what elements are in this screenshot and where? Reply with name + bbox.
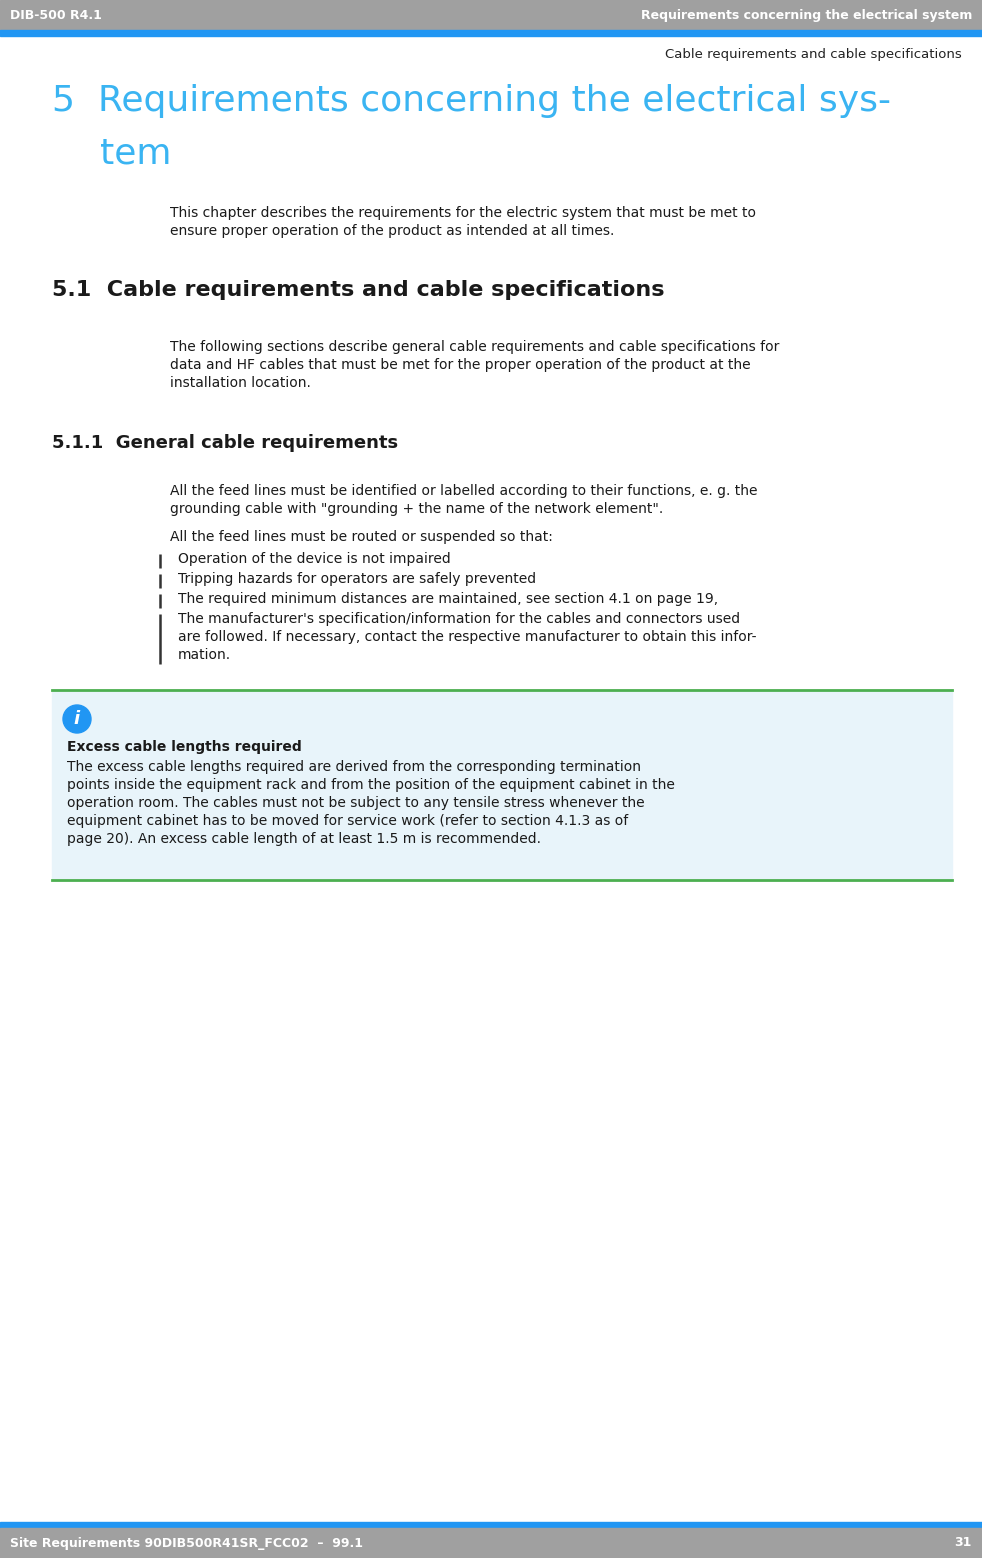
Bar (0, 1528, 982, 1558)
Text: installation location.: installation location. (170, 375, 311, 390)
Text: DIB-500 R4.1: DIB-500 R4.1 (10, 8, 102, 22)
Circle shape (63, 706, 91, 732)
Text: points inside the equipment rack and from the position of the equipment cabinet : points inside the equipment rack and fro… (67, 777, 675, 791)
Text: The required minimum distances are maintained, see section 4.1 on page 19,: The required minimum distances are maint… (178, 592, 718, 606)
Bar (0, 1522, 982, 1528)
Bar (0, 0, 982, 30)
Text: Excess cable lengths required: Excess cable lengths required (67, 740, 301, 754)
Text: data and HF cables that must be met for the proper operation of the product at t: data and HF cables that must be met for … (170, 358, 750, 372)
Text: i: i (74, 710, 81, 728)
Text: Cable requirements and cable specifications: Cable requirements and cable specificati… (665, 47, 962, 61)
Text: All the feed lines must be identified or labelled according to their functions, : All the feed lines must be identified or… (170, 485, 757, 499)
Text: Tripping hazards for operators are safely prevented: Tripping hazards for operators are safel… (178, 572, 536, 586)
Text: 5  Requirements concerning the electrical sys-: 5 Requirements concerning the electrical… (52, 84, 891, 118)
Text: The following sections describe general cable requirements and cable specificati: The following sections describe general … (170, 340, 780, 354)
Text: Site Requirements 90DIB500R41SR_FCC02  –  99.1: Site Requirements 90DIB500R41SR_FCC02 – … (10, 1536, 363, 1550)
Bar (0, 30, 982, 36)
Text: This chapter describes the requirements for the electric system that must be met: This chapter describes the requirements … (170, 206, 756, 220)
Text: Requirements concerning the electrical system: Requirements concerning the electrical s… (640, 8, 972, 22)
Text: equipment cabinet has to be moved for service work (refer to section 4.1.3 as of: equipment cabinet has to be moved for se… (67, 813, 628, 827)
Text: are followed. If necessary, contact the respective manufacturer to obtain this i: are followed. If necessary, contact the … (178, 629, 756, 643)
Text: All the feed lines must be routed or suspended so that:: All the feed lines must be routed or sus… (170, 530, 553, 544)
Text: The manufacturer's specification/information for the cables and connectors used: The manufacturer's specification/informa… (178, 612, 740, 626)
Text: 5.1.1  General cable requirements: 5.1.1 General cable requirements (52, 435, 398, 452)
Text: 5.1  Cable requirements and cable specifications: 5.1 Cable requirements and cable specifi… (52, 280, 665, 301)
Text: 31: 31 (955, 1536, 972, 1550)
Text: grounding cable with "grounding + the name of the network element".: grounding cable with "grounding + the na… (170, 502, 663, 516)
Text: mation.: mation. (178, 648, 231, 662)
Text: Operation of the device is not impaired: Operation of the device is not impaired (178, 552, 451, 566)
Text: tem: tem (100, 136, 172, 170)
Bar (52, 690, 952, 880)
Text: ensure proper operation of the product as intended at all times.: ensure proper operation of the product a… (170, 224, 615, 238)
Text: The excess cable lengths required are derived from the corresponding termination: The excess cable lengths required are de… (67, 760, 641, 774)
Text: page 20). An excess cable length of at least 1.5 m is recommended.: page 20). An excess cable length of at l… (67, 832, 541, 846)
Text: operation room. The cables must not be subject to any tensile stress whenever th: operation room. The cables must not be s… (67, 796, 644, 810)
